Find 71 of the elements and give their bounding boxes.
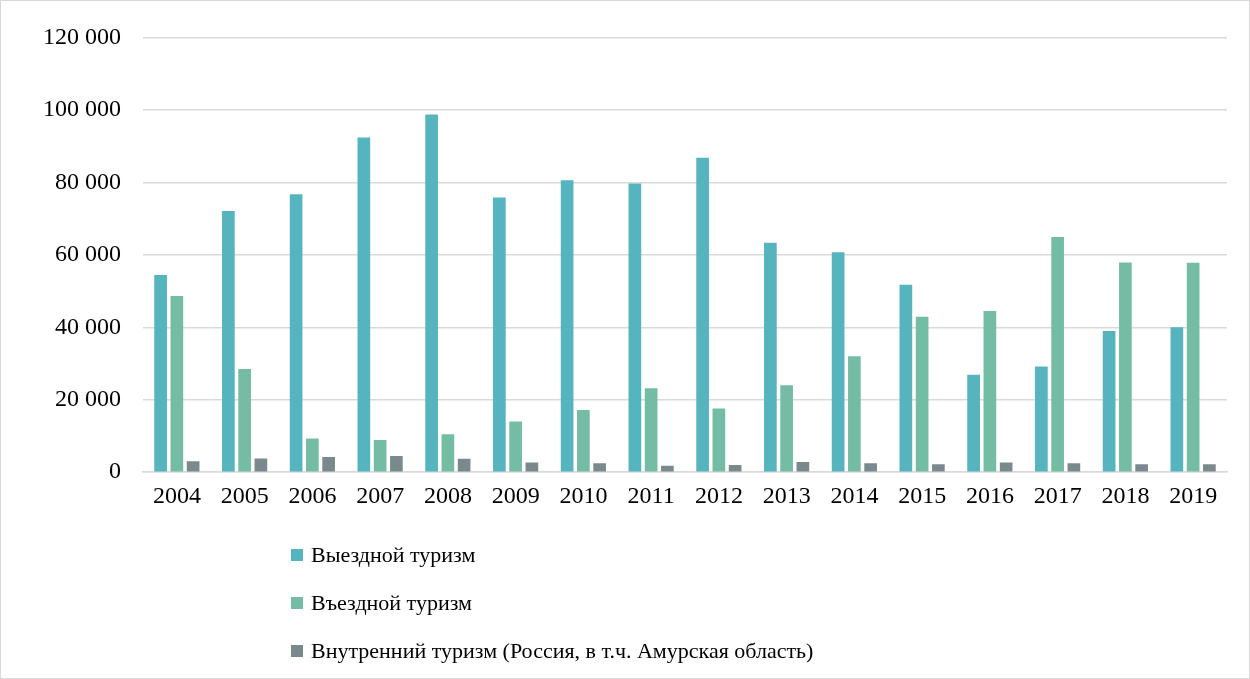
x-tick-label: 2017: [1033, 481, 1082, 508]
bar: [1035, 366, 1048, 472]
bar: [254, 458, 268, 472]
bar: [186, 461, 200, 472]
x-tick-label: 2014: [830, 481, 879, 508]
bar: [493, 197, 506, 472]
bar: [154, 275, 167, 472]
bar: [593, 463, 606, 472]
y-tick-label: 80 000: [55, 167, 121, 194]
x-tick-label: 2011: [627, 481, 675, 508]
x-tick-label: 2006: [288, 481, 337, 508]
legend-label: Внутренний туризм (Россия, в т.ч. Амурская область): [311, 638, 814, 664]
bar: [425, 114, 438, 472]
bar: [390, 455, 403, 472]
x-tick-label: 2005: [220, 481, 269, 508]
bar: [1119, 262, 1132, 472]
bar: [1203, 464, 1216, 472]
bar: [999, 462, 1013, 472]
bar: [915, 316, 929, 472]
legend-label: Выездной туризм: [311, 542, 476, 568]
x-tick-label: 2015: [898, 481, 947, 508]
y-tick-label: 0: [109, 457, 121, 484]
bar: [1170, 327, 1184, 472]
bar: [373, 439, 387, 472]
bar: [1102, 330, 1116, 472]
bar: [712, 408, 726, 472]
bar: [238, 368, 251, 472]
x-tick-label: 2009: [491, 481, 540, 508]
bar: [983, 310, 997, 472]
x-tick-label: 2018: [1101, 481, 1150, 508]
bar: [1051, 237, 1064, 472]
legend-label: Въездной туризм: [311, 590, 473, 616]
bar: [577, 409, 590, 472]
y-tick-label: 40 000: [55, 312, 121, 339]
bar: [322, 456, 335, 472]
bar: [932, 464, 945, 472]
bar: [831, 252, 845, 472]
bar: [899, 284, 913, 472]
bar: [696, 157, 709, 472]
bar: [796, 462, 810, 472]
bar: [222, 210, 235, 472]
y-tick-label: 20 000: [55, 385, 121, 412]
bar: [560, 180, 574, 472]
bar: [1135, 464, 1148, 472]
bar: [967, 374, 980, 472]
bar: [848, 356, 861, 472]
bar: [525, 462, 539, 472]
bar: [780, 385, 793, 472]
bar: [644, 388, 658, 472]
bar: [441, 434, 455, 472]
x-tick-label: 2007: [356, 481, 405, 508]
x-tick-label: 2010: [559, 481, 608, 508]
bar: [357, 137, 371, 472]
bar: [289, 194, 303, 472]
x-tick-label: 2012: [694, 481, 743, 508]
bar: [1067, 463, 1081, 472]
y-tick-label: 100 000: [43, 95, 121, 122]
bar: [764, 242, 777, 472]
x-tick-label: 2004: [152, 481, 201, 508]
bar: [1186, 262, 1200, 472]
x-tick-label: 2019: [1169, 481, 1218, 508]
x-tick-label: 2008: [423, 481, 472, 508]
y-tick-label: 120 000: [43, 22, 121, 49]
bar: [306, 438, 319, 472]
bar: [509, 421, 522, 472]
bar: [628, 183, 642, 472]
x-tick-label: 2013: [762, 481, 811, 508]
bar: [170, 296, 184, 472]
x-tick-label: 2016: [965, 481, 1014, 508]
y-tick-label: 60 000: [55, 240, 121, 267]
bar: [864, 463, 877, 472]
